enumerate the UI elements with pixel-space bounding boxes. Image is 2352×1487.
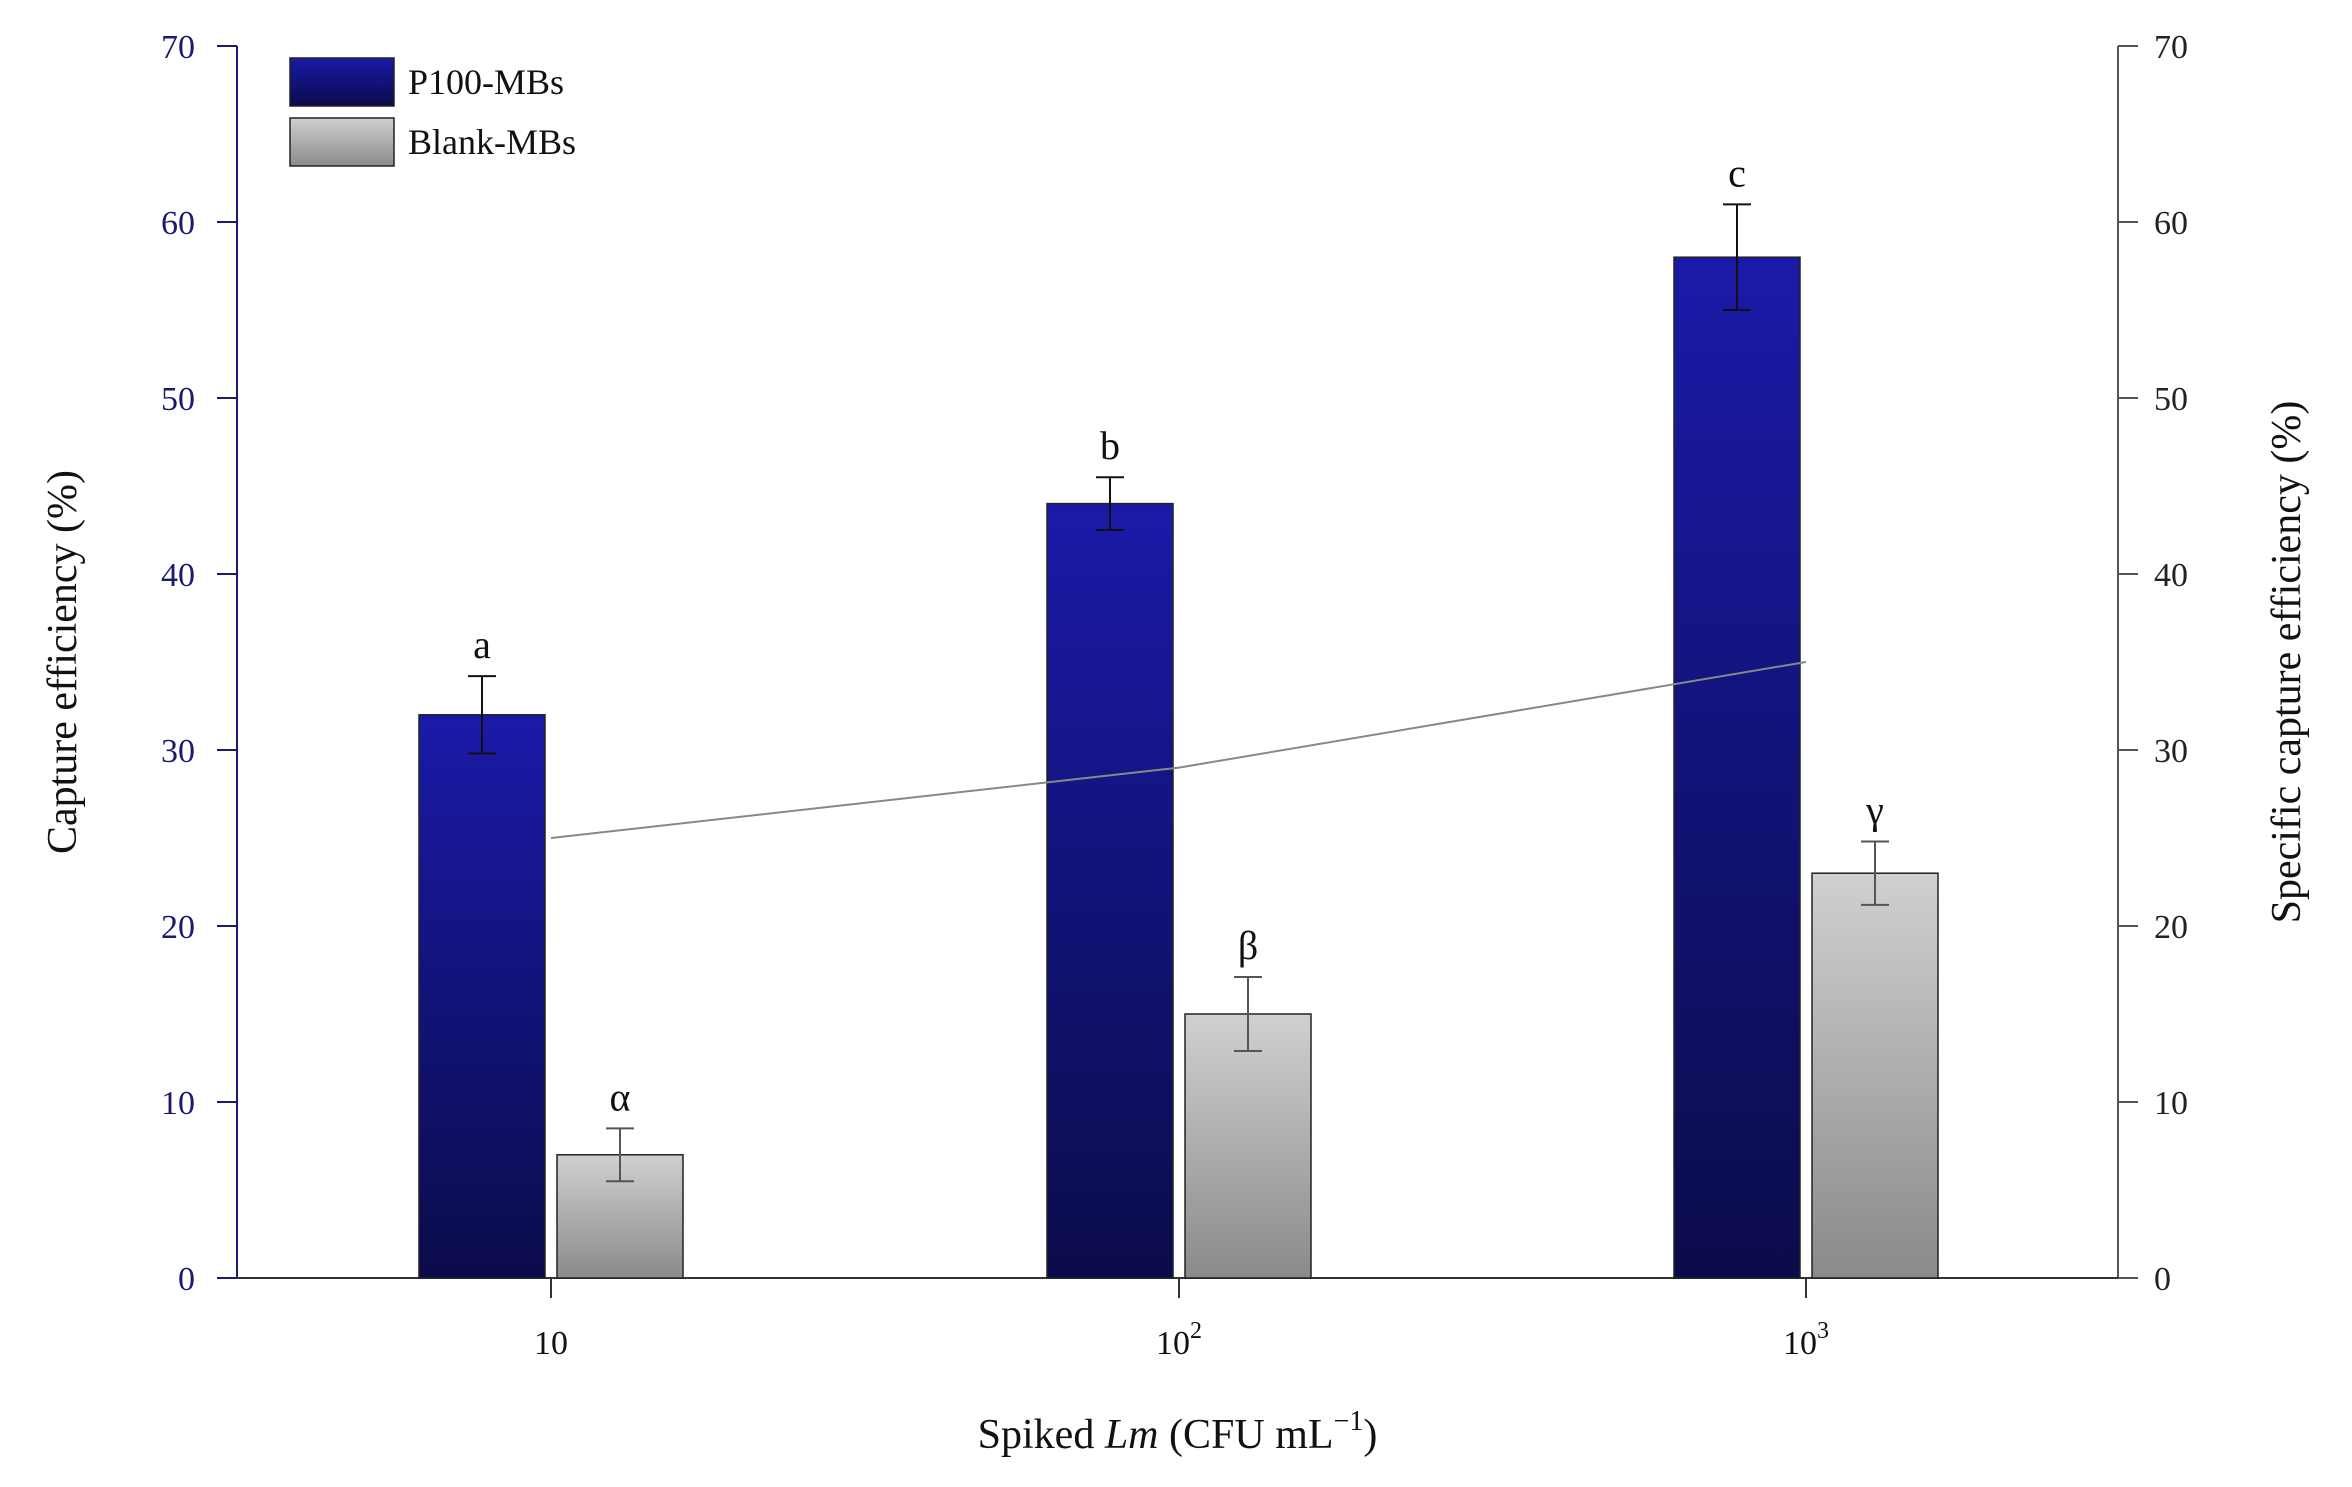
y-tick-label-left: 10 [161,1085,195,1122]
y-tick-label-left: 0 [178,1261,195,1298]
line-series [550,661,1807,839]
y-tick-label-left: 30 [161,733,195,770]
significance-letter: b [1100,423,1120,468]
x-tick-label: 10 [534,1325,568,1362]
y-axis-title-right: Specific capture efficiency (%) [2264,401,2310,924]
bar-blank [1811,872,1939,1279]
significance-letter: γ [1865,788,1884,833]
bars [418,203,1939,1279]
y-tick-label-right: 50 [2154,381,2188,418]
bar-p100 [1046,502,1174,1279]
significance-letter: a [473,622,491,667]
y-tick-label-right: 60 [2154,205,2188,242]
y-tick-label-right: 20 [2154,909,2188,946]
y-tick-label-left: 70 [161,29,195,66]
y-tick-label-right: 70 [2154,29,2188,66]
y-axis-title-left: Capture efficiency (%) [40,470,86,854]
y-tick-label-left: 40 [161,557,195,594]
bar-p100 [418,714,546,1279]
legend: P100-MBs Blank-MBs [289,57,576,167]
labels: a b c α β γ Capture efficiency (%) Specific cap… [40,150,2310,1458]
significance-letter: α [610,1074,631,1119]
y-tick-label-left: 20 [161,909,195,946]
y-tick-label-right: 40 [2154,557,2188,594]
y-tick-label-left: 50 [161,381,195,418]
legend-label-blank: Blank-MBs [408,122,576,162]
y-tick-label-right: 30 [2154,733,2188,770]
y-tick-label-left: 60 [161,205,195,242]
x-tick-label: 102 [1156,1318,1202,1362]
x-tick-label: 103 [1783,1318,1829,1362]
bar-p100 [1673,256,1801,1279]
x-axis-title: Spiked Lm (CFU mL−1) [978,1406,1378,1458]
significance-letter: β [1238,923,1258,968]
y-tick-label-right: 0 [2154,1261,2171,1298]
bar-blank [1184,1013,1312,1279]
legend-label-p100: P100-MBs [408,62,564,102]
y-tick-label-right: 10 [2154,1085,2188,1122]
specific-capture-line [550,661,1807,839]
legend-swatch-p100 [289,57,395,107]
significance-letter: c [1728,150,1746,195]
legend-swatch-blank [289,117,395,167]
axes: 0 10 20 30 40 50 60 70 0 10 20 30 40 50 60 70 10 102 103 [161,29,2188,1362]
